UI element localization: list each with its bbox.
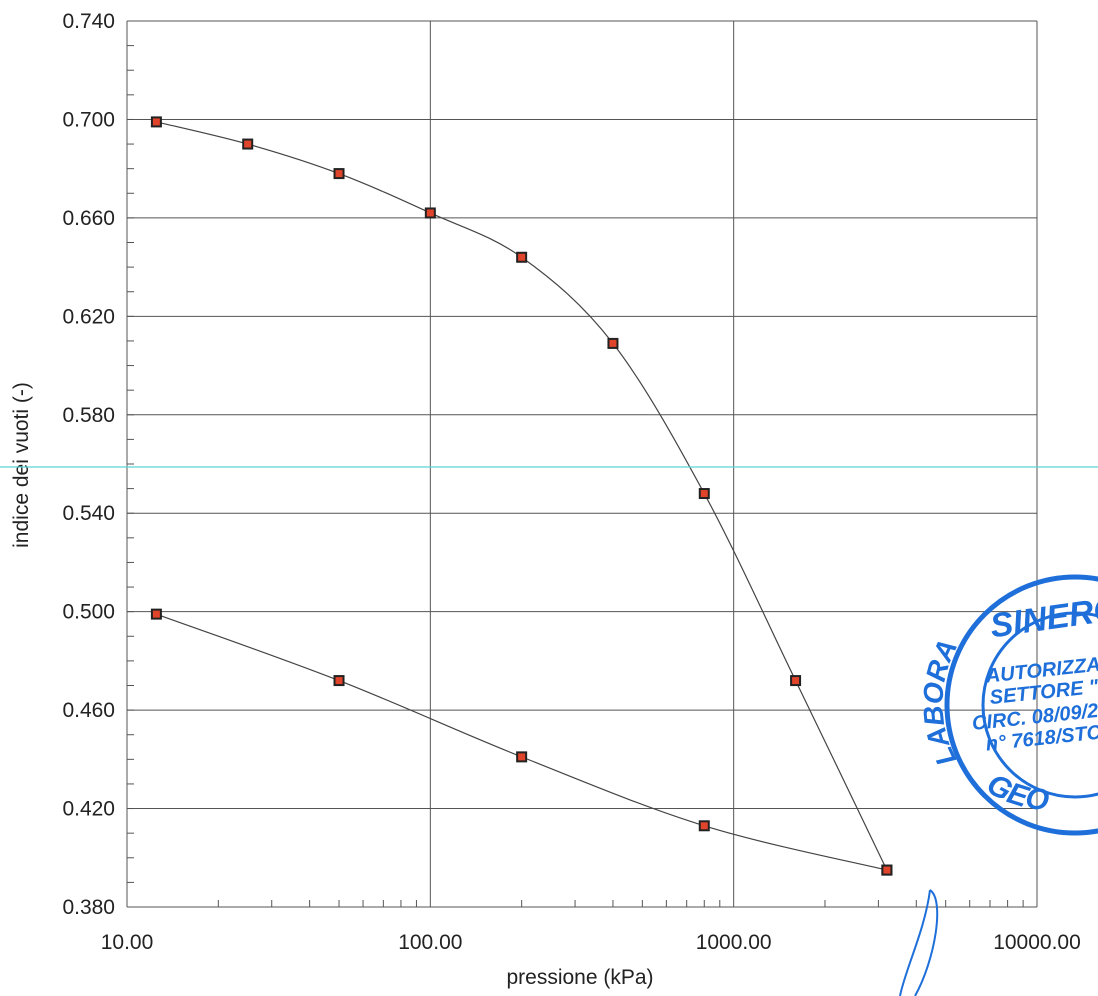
- y-tick-label: 0.660: [62, 207, 115, 230]
- data-point: [333, 675, 345, 687]
- series-markers: [150, 116, 893, 876]
- y-tick-labels: 0.380 0.420 0.460 0.500 0.540 0.580 0.620 0.660…: [62, 10, 115, 919]
- x-tick-label: 10.00: [101, 931, 154, 954]
- data-point: [790, 675, 802, 687]
- y-tick-label: 0.740: [62, 10, 115, 33]
- y-tick-label: 0.380: [62, 896, 115, 919]
- series-line-1: [156, 121, 888, 871]
- x-axis-title: pressione (kPa): [506, 966, 653, 989]
- minor-ticks: [127, 20, 1024, 908]
- y-tick-label: 0.580: [62, 404, 115, 427]
- y-tick-label: 0.620: [62, 305, 115, 328]
- y-tick-label: 0.700: [62, 108, 115, 131]
- data-point: [698, 488, 710, 500]
- series-line-2: [156, 613, 888, 871]
- x-tick-labels: 10.00 100.00 1000.00 10000.00: [101, 931, 1081, 954]
- y-tick-label: 0.460: [62, 699, 115, 722]
- x-tick-label: 10000.00: [993, 931, 1081, 954]
- data-point: [333, 168, 345, 180]
- y-tick-label: 0.500: [62, 601, 115, 624]
- data-point: [150, 116, 162, 128]
- grid: [126, 20, 1038, 908]
- x-tick-label: 1000.00: [696, 931, 772, 954]
- data-point: [242, 138, 254, 150]
- data-point: [698, 820, 710, 832]
- data-point: [516, 751, 528, 763]
- data-point: [424, 207, 436, 219]
- data-point: [150, 608, 162, 620]
- y-tick-label: 0.540: [62, 502, 115, 525]
- data-point: [607, 337, 619, 349]
- x-tick-label: 100.00: [398, 931, 462, 954]
- y-tick-label: 0.420: [62, 798, 115, 821]
- data-point: [881, 864, 893, 876]
- y-axis-title: indice dei vuoti (-): [10, 382, 33, 548]
- data-point: [516, 251, 528, 263]
